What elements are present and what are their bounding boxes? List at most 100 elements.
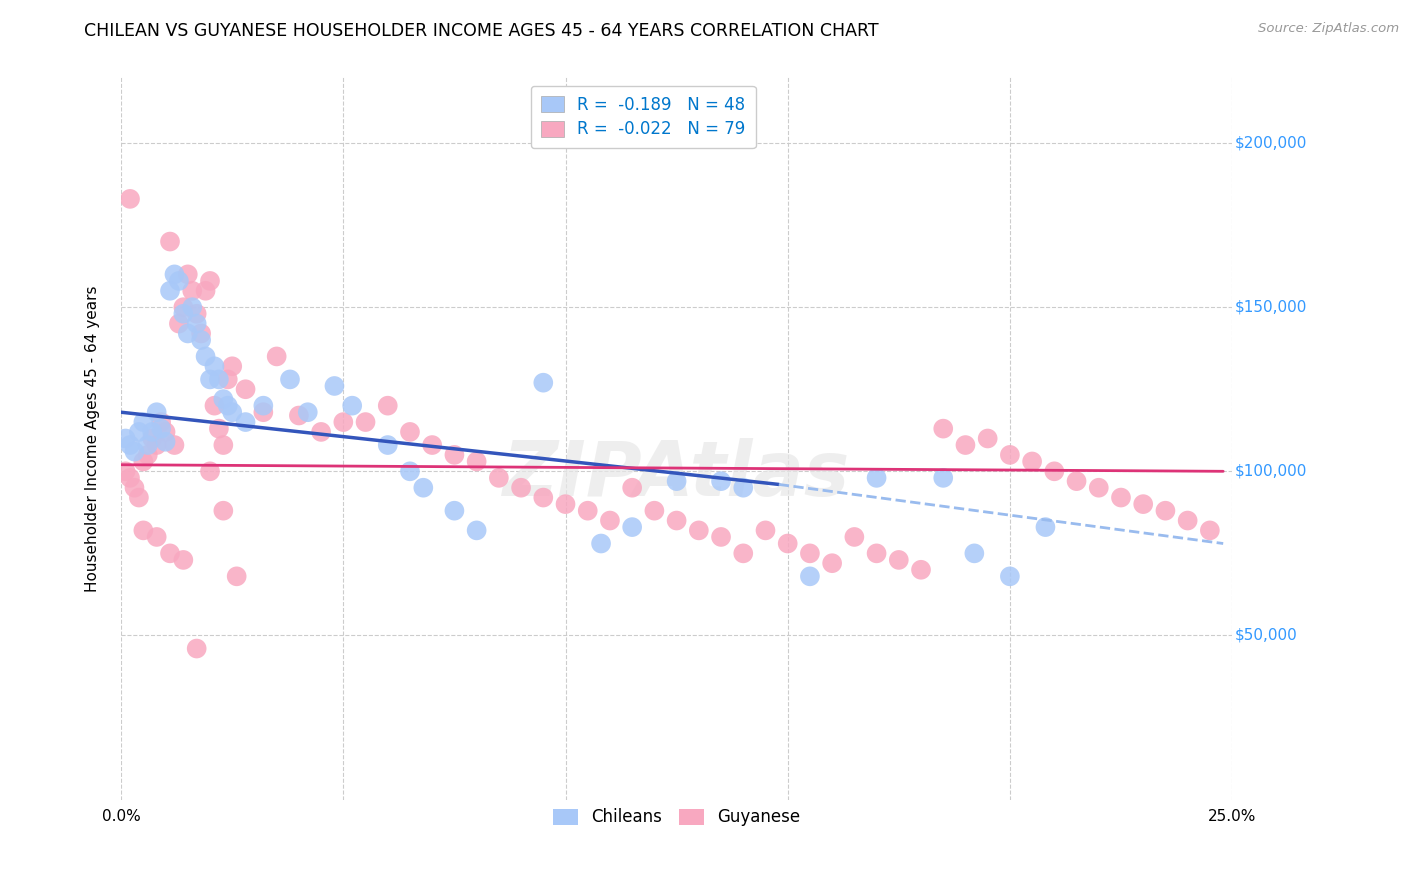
Point (963, 546, 986, 560)
Point (235, 382, 257, 396)
Point (181, 284, 204, 298)
Point (145, 405, 167, 419)
Point (172, 300, 194, 314)
Point (1132, 497, 1154, 511)
Point (323, 379, 346, 393)
Point (190, 326, 212, 341)
Point (420, 438, 443, 452)
Point (186, 317, 208, 331)
Point (887, 553, 910, 567)
Point (155, 425, 177, 439)
Point (221, 359, 243, 374)
Point (132, 524, 155, 538)
Point (132, 454, 155, 468)
Point (252, 405, 274, 419)
Point (443, 504, 465, 518)
Point (621, 520, 644, 534)
Text: $200,000: $200,000 (1234, 136, 1306, 151)
Point (865, 546, 887, 560)
Point (309, 425, 332, 439)
Point (710, 530, 733, 544)
Point (145, 530, 167, 544)
Point (531, 376, 554, 390)
Point (589, 536, 612, 550)
Point (510, 481, 533, 495)
Point (976, 432, 998, 446)
Point (288, 409, 311, 423)
Point (212, 504, 235, 518)
Point (128, 425, 150, 439)
Point (465, 454, 488, 468)
Point (342, 399, 364, 413)
Point (198, 464, 221, 478)
Point (141, 432, 163, 446)
Point (235, 415, 257, 429)
Point (932, 471, 955, 485)
Point (278, 372, 301, 386)
Text: $100,000: $100,000 (1234, 464, 1306, 479)
Point (118, 438, 141, 452)
Point (150, 415, 173, 429)
Point (159, 284, 181, 298)
Point (955, 438, 977, 452)
Point (1021, 454, 1043, 468)
Point (821, 556, 844, 570)
Legend: Chileans, Guyanese: Chileans, Guyanese (544, 800, 808, 835)
Point (159, 546, 181, 560)
Point (733, 546, 755, 560)
Point (910, 563, 932, 577)
Point (844, 530, 866, 544)
Point (377, 399, 399, 413)
Point (443, 448, 465, 462)
Point (177, 268, 200, 282)
Point (225, 569, 247, 583)
Point (217, 399, 239, 413)
Point (204, 359, 226, 374)
Point (128, 491, 150, 505)
Text: CHILEAN VS GUYANESE HOUSEHOLDER INCOME AGES 45 - 64 YEARS CORRELATION CHART: CHILEAN VS GUYANESE HOUSEHOLDER INCOME A… (84, 22, 879, 40)
Point (688, 524, 710, 538)
Point (172, 553, 194, 567)
Point (167, 274, 190, 288)
Text: $150,000: $150,000 (1234, 300, 1306, 315)
Point (932, 422, 955, 436)
Point (172, 307, 194, 321)
Point (266, 350, 288, 364)
Point (1199, 524, 1222, 538)
Point (186, 641, 208, 656)
Point (665, 514, 688, 528)
Point (1177, 514, 1199, 528)
Point (599, 514, 621, 528)
Point (204, 399, 226, 413)
Point (159, 235, 181, 249)
Point (167, 317, 190, 331)
Point (208, 372, 231, 386)
Point (145, 438, 167, 452)
Point (114, 464, 136, 478)
Point (332, 415, 354, 429)
Point (190, 333, 212, 347)
Point (1043, 464, 1066, 478)
Point (194, 350, 217, 364)
Point (412, 481, 434, 495)
Point (297, 405, 319, 419)
Point (665, 474, 688, 488)
Point (354, 415, 377, 429)
Point (186, 307, 208, 321)
Point (163, 268, 186, 282)
Point (141, 425, 163, 439)
Point (799, 546, 821, 560)
Point (217, 372, 239, 386)
Point (198, 372, 221, 386)
Point (865, 471, 887, 485)
Text: Source: ZipAtlas.com: Source: ZipAtlas.com (1258, 22, 1399, 36)
Text: ZIPAtlas: ZIPAtlas (503, 438, 851, 512)
Point (643, 504, 665, 518)
Point (621, 481, 644, 495)
Point (733, 481, 755, 495)
Point (252, 399, 274, 413)
Point (177, 326, 200, 341)
Point (399, 464, 422, 478)
Point (155, 434, 177, 449)
Point (198, 274, 221, 288)
